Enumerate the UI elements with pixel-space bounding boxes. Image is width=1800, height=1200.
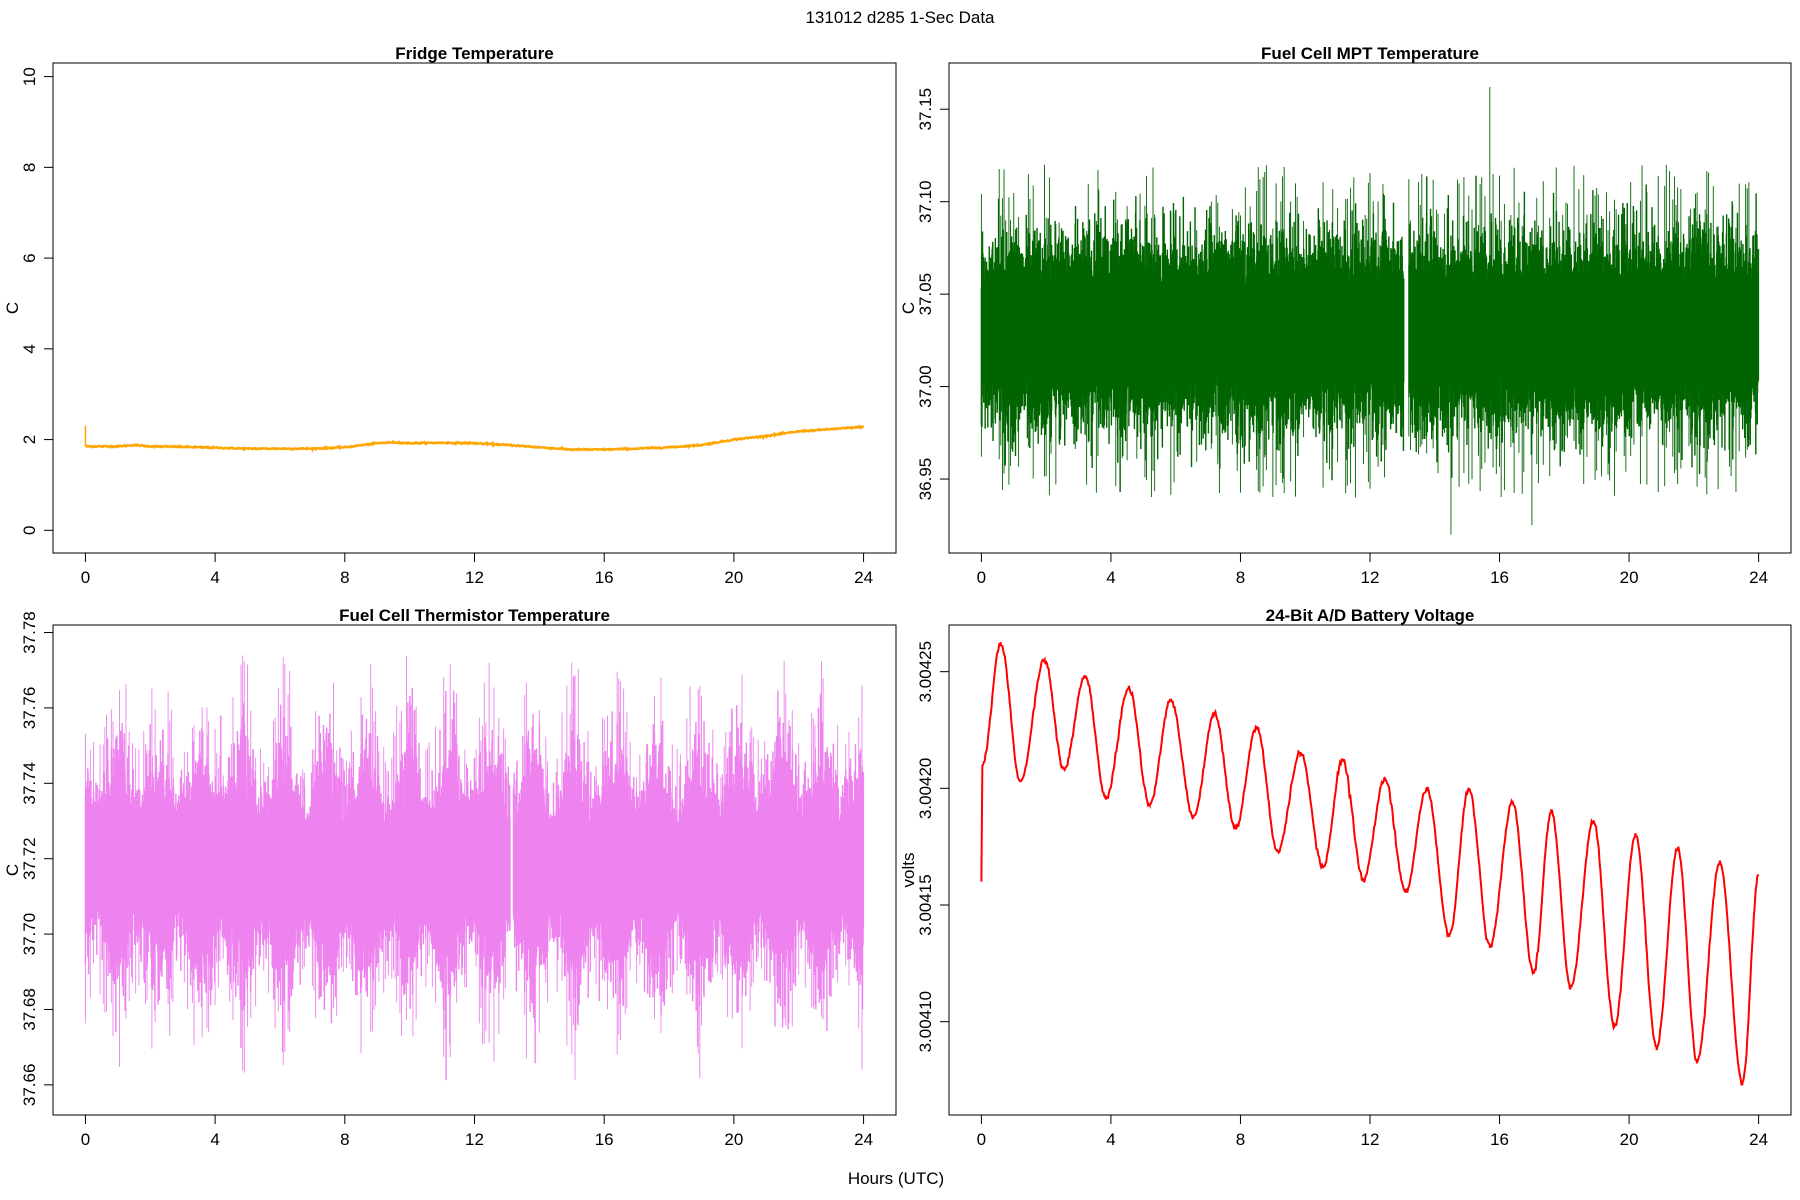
panel-2: Fuel Cell MPT Temperature C 0 4 8 12 16 20 24 36.… xyxy=(899,44,1792,587)
panel-title: Fridge Temperature xyxy=(395,44,553,63)
series-battery xyxy=(980,642,1760,1086)
y-tick-label: 3.00420 xyxy=(916,758,935,819)
x-tick-label: 0 xyxy=(81,568,90,587)
y-tick-label: 37.66 xyxy=(20,1064,39,1107)
x-tick-label: 20 xyxy=(724,568,743,587)
x-tick-label: 20 xyxy=(1620,568,1639,587)
x-tick-label: 4 xyxy=(1106,568,1115,587)
x-tick-label: 20 xyxy=(724,1130,743,1149)
figure-title: 131012 d285 1-Sec Data xyxy=(805,8,995,27)
x-tick-label: 24 xyxy=(854,1130,873,1149)
x-tick-label: 16 xyxy=(1490,568,1509,587)
y-tick-label: 10 xyxy=(20,67,39,86)
y-tick-label: 37.74 xyxy=(20,762,39,805)
y-axis-label: C xyxy=(3,302,22,314)
y-tick-label: 2 xyxy=(20,435,39,444)
y-axis-label: C xyxy=(3,864,22,876)
x-tick-label: 4 xyxy=(210,1130,219,1149)
x-tick-label: 0 xyxy=(977,1130,986,1149)
panel-3: Fuel Cell Thermistor Temperature C 0 4 8 12 16… xyxy=(3,606,897,1149)
x-tick-label: 12 xyxy=(465,568,484,587)
series-line xyxy=(980,642,1760,1086)
x-tick-label: 24 xyxy=(854,568,873,587)
y-tick-label: 37.78 xyxy=(20,611,39,654)
x-tick-label: 24 xyxy=(1749,1130,1768,1149)
x-tick-label: 20 xyxy=(1620,1130,1639,1149)
series-thermistor xyxy=(84,655,865,1081)
y-tick-label: 37.76 xyxy=(20,687,39,730)
x-tick-label: 12 xyxy=(465,1130,484,1149)
x-tick-label: 12 xyxy=(1361,1130,1380,1149)
y-tick-label: 3.00410 xyxy=(916,991,935,1052)
series-spikes xyxy=(84,655,863,1080)
y-tick-label: 6 xyxy=(20,253,39,262)
panel-title: 24-Bit A/D Battery Voltage xyxy=(1266,606,1475,625)
y-tick-label: 37.05 xyxy=(916,273,935,316)
y-tick-label: 0 xyxy=(20,526,39,535)
y-axis-label: C xyxy=(899,302,918,314)
y-tick-label: 37.68 xyxy=(20,988,39,1031)
x-tick-label: 24 xyxy=(1749,568,1768,587)
x-tick-label: 4 xyxy=(1106,1130,1115,1149)
x-tick-label: 16 xyxy=(1490,1130,1509,1149)
x-tick-label: 4 xyxy=(210,568,219,587)
x-tick-label: 16 xyxy=(595,568,614,587)
y-tick-label: 8 xyxy=(20,163,39,172)
y-tick-label: 37.15 xyxy=(916,88,935,131)
y-tick-label: 37.10 xyxy=(916,180,935,223)
x-tick-label: 0 xyxy=(977,568,986,587)
series-line xyxy=(84,424,865,453)
x-tick-label: 8 xyxy=(340,568,349,587)
panel-4: 24-Bit A/D Battery Voltage volts 0 4 8 12 16 20… xyxy=(899,606,1792,1149)
series-fridge xyxy=(84,424,865,453)
x-tick-label: 12 xyxy=(1361,568,1380,587)
panel-title: Fuel Cell Thermistor Temperature xyxy=(339,606,610,625)
y-tick-label: 37.00 xyxy=(916,365,935,408)
y-tick-label: 37.72 xyxy=(20,837,39,880)
y-tick-label: 36.95 xyxy=(916,458,935,501)
x-tick-label: 16 xyxy=(595,1130,614,1149)
x-tick-label: 8 xyxy=(1236,568,1245,587)
y-tick-label: 3.00425 xyxy=(916,641,935,702)
x-tick-label: 0 xyxy=(81,1130,90,1149)
series-mpt xyxy=(980,87,1760,535)
panel-title: Fuel Cell MPT Temperature xyxy=(1261,44,1479,63)
series-spikes xyxy=(980,87,1750,535)
y-axis-label: volts xyxy=(899,853,918,888)
x-tick-label: 8 xyxy=(340,1130,349,1149)
x-axis-label: Hours (UTC) xyxy=(848,1169,944,1188)
x-tick-label: 8 xyxy=(1236,1130,1245,1149)
y-tick-label: 3.00415 xyxy=(916,874,935,935)
y-tick-label: 37.70 xyxy=(20,913,39,956)
y-tick-label: 4 xyxy=(20,344,39,353)
